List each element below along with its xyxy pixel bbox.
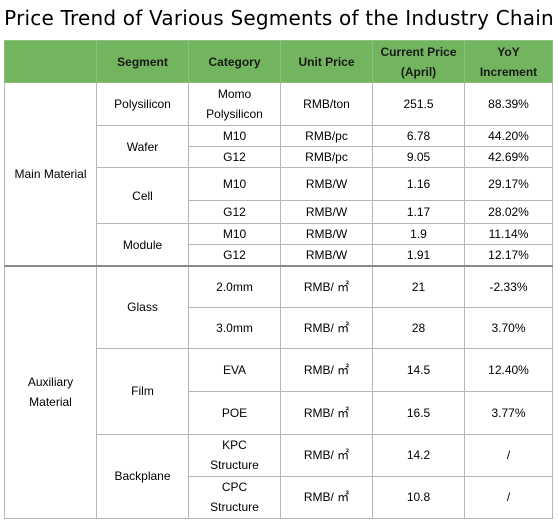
unit-cell: RMB/W — [280, 223, 373, 245]
unit-cell: RMB/W — [280, 200, 373, 224]
header-current-price-line2: (April) — [400, 64, 437, 79]
group-aux-line2: Material — [29, 395, 72, 410]
price-cell: 1.91 — [372, 244, 465, 267]
group-main-material: Main Material — [4, 82, 97, 267]
unit-cell: RMB/ ㎡ — [280, 265, 373, 308]
category-cell: POE — [188, 390, 281, 435]
table-row: G12 RMB/W 1.17 28.02% — [5, 200, 553, 224]
yoy-cell: 12.17% — [464, 244, 553, 267]
yoy-cell: 3.70% — [464, 306, 553, 349]
yoy-cell: 11.14% — [464, 223, 553, 245]
header-yoy: YoY Increment — [464, 40, 553, 83]
unit-cell: RMB/ton — [280, 82, 373, 126]
unit-cell: RMB/ ㎡ — [280, 475, 373, 519]
price-cell: 21 — [372, 265, 465, 308]
yoy-cell: 29.17% — [464, 167, 553, 201]
segment-cell: Cell — [96, 167, 189, 224]
group-auxiliary-material: Auxiliary Material — [4, 265, 97, 519]
yoy-cell: 42.69% — [464, 146, 553, 168]
yoy-cell: 88.39% — [464, 82, 553, 126]
unit-cell: RMB/ ㎡ — [280, 306, 373, 349]
category-cell: M10 — [188, 167, 281, 201]
segment-wafer: Wafer — [96, 125, 189, 168]
price-cell: 1.17 — [372, 200, 465, 224]
group-aux-line1: Auxiliary — [27, 375, 74, 390]
yoy-cell: 3.77% — [464, 390, 553, 435]
table-row: 3.0mm RMB/ ㎡ 28 3.70% — [5, 306, 553, 349]
unit-cell: RMB/W — [280, 244, 373, 267]
category-cell: M10 — [188, 125, 281, 147]
category-cell: 2.0mm — [188, 265, 281, 308]
category-cell: M10 — [188, 223, 281, 245]
price-cell: 251.5 — [372, 82, 465, 126]
category-cell: G12 — [188, 244, 281, 267]
category-line2: Polysilicon — [206, 107, 263, 121]
category-line1: CPC — [221, 480, 248, 494]
unit-cell: RMB/pc — [280, 146, 373, 168]
header-category: Category — [188, 40, 281, 83]
unit-cell: RMB/ ㎡ — [280, 347, 373, 392]
table-row: G12 RMB/W 1.91 12.17% — [5, 244, 553, 267]
category-cell: CPC Structure — [188, 475, 281, 519]
table-row: Module M10 RMB/W 1.9 11.14% — [5, 223, 553, 267]
price-cell: 10.8 — [372, 475, 465, 519]
header-row: Segment Category Unit Price Current Pric… — [4, 40, 553, 83]
table-row: Backplane KPC Structure RMB/ ㎡ 14.2 / — [5, 433, 553, 519]
header-current-price: Current Price (April) — [372, 40, 465, 83]
segment-film: Film — [96, 347, 189, 435]
price-cell: 16.5 — [372, 390, 465, 435]
category-cell: G12 — [188, 146, 281, 168]
category-line1: KPC — [222, 438, 247, 452]
category-cell: G12 — [188, 200, 281, 224]
price-trend-table: Segment Category Unit Price Current Pric… — [4, 40, 553, 519]
price-cell: 14.2 — [372, 433, 465, 477]
header-yoy-line2: Increment — [479, 64, 538, 79]
yoy-cell: 28.02% — [464, 200, 553, 224]
segment-glass: Glass — [96, 265, 189, 349]
segment-backplane: Backplane — [96, 433, 189, 519]
page-title: Price Trend of Various Segments of the I… — [4, 6, 554, 30]
category-cell: 3.0mm — [188, 306, 281, 349]
table-row: Wafer M10 RMB/pc 6.78 44.20% — [5, 125, 553, 168]
header-segment: Segment — [96, 40, 189, 83]
header-current-price-line1: Current Price — [380, 44, 457, 59]
yoy-cell: -2.33% — [464, 265, 553, 308]
table-row: Cell M10 RMB/W 1.16 29.17% — [5, 167, 553, 224]
unit-cell: RMB/ ㎡ — [280, 390, 373, 435]
header-group — [4, 40, 97, 83]
segment-polysilicon: Polysilicon — [96, 82, 189, 126]
category-cell: KPC Structure — [188, 433, 281, 477]
table-row: Main Material Polysilicon Momo Polysilic… — [4, 82, 553, 267]
category-line2: Structure — [210, 500, 259, 514]
table-row: G12 RMB/pc 9.05 42.69% — [5, 146, 553, 168]
unit-cell: RMB/pc — [280, 125, 373, 147]
unit-cell: RMB/ ㎡ — [280, 433, 373, 477]
price-cell: 28 — [372, 306, 465, 349]
price-cell: 9.05 — [372, 146, 465, 168]
header-unit-price: Unit Price — [280, 40, 373, 83]
category-line2: Structure — [210, 458, 259, 472]
header-yoy-line1: YoY — [497, 44, 520, 59]
price-cell: 1.16 — [372, 167, 465, 201]
yoy-cell: / — [464, 475, 553, 519]
category-cell: Momo Polysilicon — [188, 82, 281, 126]
category-cell: EVA — [188, 347, 281, 392]
table-row: CPC Structure RMB/ ㎡ 10.8 / — [5, 475, 553, 519]
segment-module: Module — [96, 223, 189, 267]
category-line1: Momo — [217, 87, 252, 101]
yoy-cell: 44.20% — [464, 125, 553, 147]
price-cell: 1.9 — [372, 223, 465, 245]
unit-cell: RMB/W — [280, 167, 373, 201]
price-cell: 14.5 — [372, 347, 465, 392]
table-row: Auxiliary Material Glass 2.0mm RMB/ ㎡ 21… — [4, 265, 553, 519]
yoy-cell: / — [464, 433, 553, 477]
yoy-cell: 12.40% — [464, 347, 553, 392]
price-cell: 6.78 — [372, 125, 465, 147]
